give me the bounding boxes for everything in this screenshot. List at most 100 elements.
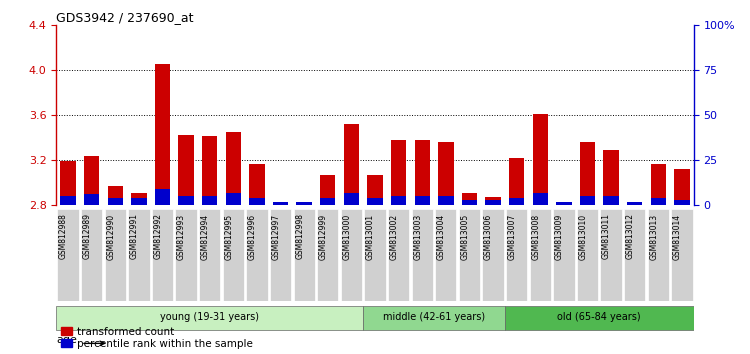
FancyBboxPatch shape	[435, 209, 457, 301]
Bar	[202, 137, 217, 205]
Text: GSM813003: GSM813003	[413, 213, 422, 260]
Bar	[604, 196, 619, 205]
Text: GSM812988: GSM812988	[59, 213, 68, 259]
Bar	[580, 142, 596, 205]
FancyBboxPatch shape	[56, 306, 363, 330]
Bar	[368, 198, 382, 205]
Bar	[415, 140, 430, 205]
FancyBboxPatch shape	[81, 209, 102, 301]
FancyBboxPatch shape	[58, 209, 79, 301]
Bar	[61, 161, 76, 205]
Text: GSM812999: GSM812999	[319, 213, 328, 259]
FancyBboxPatch shape	[176, 209, 196, 301]
Bar	[580, 196, 596, 205]
FancyBboxPatch shape	[364, 209, 386, 301]
Bar	[154, 189, 170, 205]
FancyBboxPatch shape	[246, 209, 268, 301]
Bar	[226, 132, 241, 205]
Text: GSM813009: GSM813009	[555, 213, 564, 260]
Text: GSM813005: GSM813005	[460, 213, 470, 260]
Text: GSM813008: GSM813008	[531, 213, 540, 259]
Bar	[320, 175, 335, 205]
FancyBboxPatch shape	[459, 209, 480, 301]
Text: GSM812994: GSM812994	[201, 213, 210, 259]
Text: GSM813000: GSM813000	[343, 213, 352, 260]
Bar	[415, 196, 430, 205]
Bar	[84, 156, 99, 205]
Bar	[296, 202, 312, 205]
Bar	[131, 193, 146, 205]
FancyBboxPatch shape	[223, 209, 244, 301]
Bar	[107, 198, 123, 205]
FancyBboxPatch shape	[505, 306, 694, 330]
Text: old (65-84 years): old (65-84 years)	[557, 312, 641, 322]
Bar	[485, 200, 501, 205]
Bar	[61, 196, 76, 205]
Text: GSM813004: GSM813004	[436, 213, 445, 260]
Bar	[485, 198, 501, 205]
FancyBboxPatch shape	[199, 209, 220, 301]
Text: middle (42-61 years): middle (42-61 years)	[383, 312, 485, 322]
FancyBboxPatch shape	[506, 209, 527, 301]
Bar	[556, 202, 572, 205]
Text: GSM813013: GSM813013	[650, 213, 658, 259]
Text: young (19-31 years): young (19-31 years)	[160, 312, 260, 322]
Text: GDS3942 / 237690_at: GDS3942 / 237690_at	[56, 11, 194, 24]
Text: GSM812992: GSM812992	[154, 213, 163, 259]
Bar	[131, 198, 146, 205]
Text: GSM812998: GSM812998	[296, 213, 304, 259]
FancyBboxPatch shape	[530, 209, 551, 301]
Text: GSM813001: GSM813001	[366, 213, 375, 259]
Text: GSM812995: GSM812995	[224, 213, 233, 259]
Bar	[438, 142, 454, 205]
Bar	[273, 202, 288, 205]
Bar	[273, 202, 288, 205]
Bar	[226, 193, 241, 205]
FancyBboxPatch shape	[482, 209, 504, 301]
Text: GSM812993: GSM812993	[177, 213, 186, 259]
Bar	[107, 186, 123, 205]
Text: GSM813011: GSM813011	[602, 213, 611, 259]
FancyBboxPatch shape	[554, 209, 574, 301]
Bar	[674, 169, 689, 205]
Bar	[651, 164, 666, 205]
Bar	[249, 164, 265, 205]
Legend: transformed count, percentile rank within the sample: transformed count, percentile rank withi…	[62, 327, 253, 349]
FancyBboxPatch shape	[363, 306, 505, 330]
Bar	[532, 114, 548, 205]
Bar	[84, 194, 99, 205]
Text: GSM812990: GSM812990	[106, 213, 116, 259]
Bar	[368, 175, 382, 205]
Bar	[509, 198, 524, 205]
Text: GSM813012: GSM813012	[626, 213, 634, 259]
Bar	[627, 202, 643, 205]
FancyBboxPatch shape	[412, 209, 433, 301]
Text: GSM813006: GSM813006	[484, 213, 493, 260]
FancyBboxPatch shape	[317, 209, 338, 301]
FancyBboxPatch shape	[601, 209, 622, 301]
Bar	[178, 196, 194, 205]
Text: GSM812989: GSM812989	[82, 213, 92, 259]
Bar	[462, 200, 477, 205]
Bar	[532, 193, 548, 205]
Bar	[627, 202, 643, 205]
Bar	[391, 196, 406, 205]
FancyBboxPatch shape	[152, 209, 173, 301]
FancyBboxPatch shape	[388, 209, 410, 301]
FancyBboxPatch shape	[577, 209, 598, 301]
FancyBboxPatch shape	[270, 209, 291, 301]
Bar	[249, 198, 265, 205]
Text: GSM812996: GSM812996	[248, 213, 257, 259]
Bar	[462, 193, 477, 205]
Bar	[154, 64, 170, 205]
Text: GSM813010: GSM813010	[578, 213, 587, 259]
Bar	[320, 198, 335, 205]
Bar	[391, 140, 406, 205]
Bar	[344, 193, 359, 205]
Bar	[296, 202, 312, 205]
Bar	[178, 135, 194, 205]
FancyBboxPatch shape	[624, 209, 645, 301]
Bar	[651, 198, 666, 205]
Bar	[344, 124, 359, 205]
FancyBboxPatch shape	[293, 209, 315, 301]
